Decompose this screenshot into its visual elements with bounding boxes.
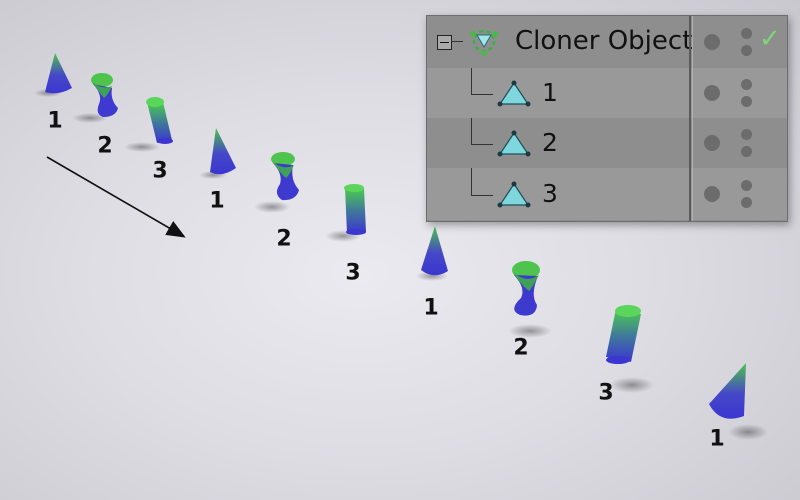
clone-index-label: 3 — [345, 260, 361, 286]
enabled-check-icon[interactable]: ✓ — [759, 24, 781, 54]
visibility-toggle-icon[interactable] — [741, 28, 752, 39]
direction-arrow — [46, 156, 186, 238]
clone-index-label: 2 — [276, 226, 292, 252]
editor-visibility-dot[interactable] — [704, 186, 720, 202]
visibility-toggle-icon[interactable] — [741, 79, 752, 90]
object-row-child-3[interactable]: 3 — [427, 168, 787, 220]
clone-hourglass — [508, 261, 552, 338]
cloner-object-label: Cloner Object — [515, 26, 693, 56]
clone-index-label: 3 — [598, 380, 614, 406]
object-row-child-1[interactable]: 1 — [427, 68, 787, 118]
object-manager-panel: Cloner Object ✓ 1 2 — [426, 15, 788, 222]
clone-hourglass — [72, 73, 118, 123]
child-object-label: 3 — [542, 179, 558, 208]
collapse-toggle-icon[interactable] — [437, 35, 452, 50]
triangle-null-icon — [497, 80, 531, 107]
visibility-toggle-icon[interactable] — [741, 180, 752, 191]
clone-cylinder — [606, 305, 654, 393]
column-divider — [692, 16, 693, 221]
clone-index-label: 1 — [423, 295, 439, 321]
column-divider — [689, 16, 691, 221]
editor-visibility-dot[interactable] — [704, 85, 720, 101]
visibility-toggle-icon[interactable] — [741, 45, 752, 56]
clone-cylinder — [325, 184, 366, 242]
object-row-cloner[interactable]: Cloner Object ✓ — [427, 16, 787, 66]
clone-index-label: 3 — [152, 158, 168, 184]
visibility-toggle-icon[interactable] — [741, 96, 752, 107]
clone-cone — [34, 53, 72, 97]
child-object-label: 2 — [542, 128, 558, 157]
editor-visibility-dot[interactable] — [704, 135, 720, 151]
clone-index-label: 1 — [47, 108, 63, 134]
clone-index-label: 1 — [209, 188, 225, 214]
object-row-child-2[interactable]: 2 — [427, 118, 787, 168]
child-object-label: 1 — [542, 78, 558, 107]
clone-index-label: 1 — [709, 426, 725, 452]
editor-visibility-dot[interactable] — [704, 34, 720, 50]
clone-cylinder — [124, 97, 173, 152]
triangle-null-icon — [497, 181, 531, 208]
clone-cone — [709, 363, 768, 440]
clone-cone — [416, 226, 448, 281]
clone-index-label: 2 — [97, 133, 113, 159]
clone-cone — [199, 128, 236, 179]
clone-index-label: 2 — [513, 335, 529, 361]
visibility-toggle-icon[interactable] — [741, 146, 752, 157]
cloner-icon — [470, 29, 498, 56]
triangle-null-icon — [497, 130, 531, 157]
clone-hourglass — [254, 152, 299, 213]
visibility-toggle-icon[interactable] — [741, 129, 752, 140]
visibility-toggle-icon[interactable] — [741, 197, 752, 208]
